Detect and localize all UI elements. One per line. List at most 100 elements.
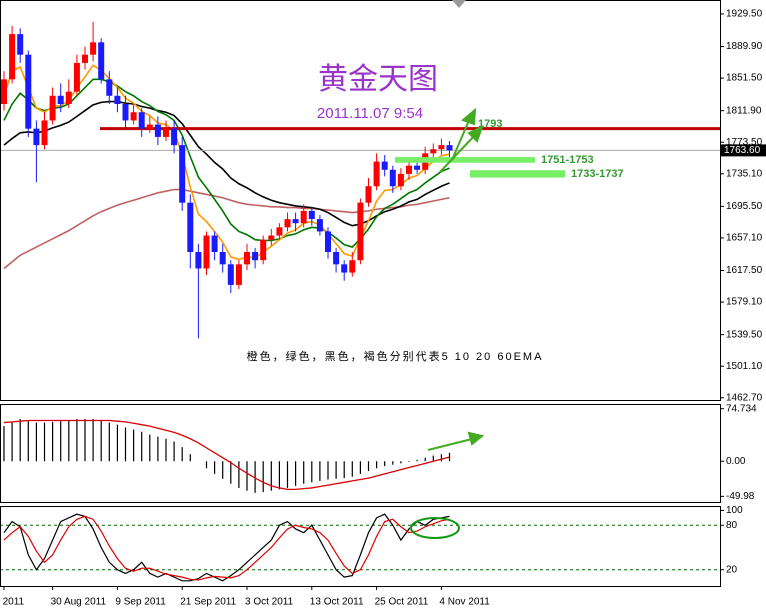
candle-body: [219, 252, 226, 265]
candle-body: [268, 235, 275, 240]
candle-body: [73, 62, 80, 92]
candle-body: [446, 145, 453, 151]
target-label: 1793: [478, 118, 502, 130]
candle-body: [260, 239, 267, 261]
macd-panel-frame: [0, 404, 721, 503]
x-tick-label: 4 Nov 2011: [439, 597, 490, 608]
candle-body: [122, 104, 129, 121]
candle-body: [211, 235, 218, 253]
x-tick-label: 13 Oct 2011: [310, 597, 364, 608]
candle-body: [300, 210, 307, 224]
candle-body: [49, 95, 56, 121]
candle-body: [244, 252, 250, 265]
x-tick-label: 21 Sep 2011: [180, 597, 236, 608]
y-tick-label: 1579.10: [726, 297, 763, 308]
candle-body: [357, 202, 364, 261]
y-tick-label: 1929.50: [726, 9, 763, 20]
signal-line: [3, 419, 450, 490]
x-tick-label: 3 Oct 2011: [245, 597, 294, 608]
candle-body: [9, 34, 16, 80]
candle-body: [179, 145, 186, 203]
candle-body: [284, 219, 291, 228]
candle-body: [17, 34, 24, 55]
chart-title: 黄金天图: [318, 63, 438, 96]
candle-body: [114, 95, 121, 105]
candle-body: [373, 161, 380, 187]
last-price-tag: [720, 144, 766, 157]
candle-body: [381, 161, 388, 170]
plot-layer: 1751-1753 1733-1737 1793: [0, 21, 720, 582]
shift-marker: [452, 0, 466, 8]
y-tick-label: 100: [726, 505, 743, 516]
candle-body: [57, 95, 64, 105]
arrow-head: [467, 431, 485, 446]
y-tick-label: 1889.90: [726, 41, 763, 52]
x-tick-label: 9 Sep 2011: [115, 597, 166, 608]
y-tick-label: 74.734: [726, 403, 757, 414]
candle-body: [397, 173, 404, 187]
support-zone: [470, 170, 565, 178]
ema-line: [3, 78, 450, 248]
highlight-ellipse: [410, 517, 460, 539]
candle-body: [276, 227, 283, 236]
candle-body: [389, 169, 396, 187]
candle-body: [187, 202, 194, 253]
arrow: [427, 438, 473, 451]
candle-body: [235, 264, 242, 285]
candle-body: [349, 260, 356, 273]
y-tick-label: 0.00: [726, 456, 746, 467]
candle-body: [154, 124, 161, 137]
candle-body: [333, 252, 340, 265]
candle-body: [98, 42, 105, 80]
candle-body: [33, 128, 40, 146]
main-panel-frame: [0, 0, 721, 401]
candle-body: [90, 42, 97, 55]
last-price-label: 1763.60: [724, 145, 761, 156]
y-tick-label: 20: [726, 564, 738, 575]
candle-body: [252, 252, 259, 261]
ema-note: 橙色，绿色，黑色，褐色分别代表5 10 20 60EMA: [247, 349, 544, 363]
candle-body: [316, 219, 323, 232]
candle-body: [195, 252, 202, 269]
candle-body: [430, 149, 437, 154]
candle-body: [341, 264, 348, 273]
y-tick-label: 1501.10: [726, 361, 763, 372]
x-tick-label: Aug 2011: [0, 597, 25, 608]
stoch-panel-frame: [0, 506, 721, 587]
candle-body: [171, 128, 178, 146]
oscillator-line: [3, 513, 450, 582]
candle-body: [65, 91, 72, 105]
candle-body: [106, 79, 113, 96]
arrow-head: [461, 107, 477, 126]
candle-body: [438, 145, 445, 150]
candle-body: [414, 165, 421, 170]
candle-body: [41, 120, 48, 146]
candle-body: [163, 128, 169, 137]
y-tick-label: -49.98: [726, 491, 755, 502]
candle-body: [227, 264, 234, 285]
x-tick-label: 25 Oct 2011: [375, 597, 429, 608]
candle-body: [325, 231, 331, 253]
y-tick-label: 1773.50: [726, 137, 763, 148]
zone-label: 1751-1753: [541, 154, 594, 166]
oscillator-line: [3, 515, 450, 581]
y-tick-label: 1657.10: [726, 233, 763, 244]
arrow-head: [467, 125, 484, 143]
candle-body: [406, 165, 412, 174]
y-tick-label: 1617.50: [726, 265, 763, 276]
y-tick-label: 1851.50: [726, 73, 763, 84]
candle-body: [1, 79, 7, 105]
candle-body: [203, 235, 210, 269]
y-tick-label: 1811.90: [726, 105, 762, 116]
candle-body: [365, 186, 372, 203]
ema-line: [3, 188, 450, 270]
support-zone: [395, 157, 535, 163]
candle-body: [138, 112, 145, 129]
candle-body: [130, 112, 137, 121]
candle-body: [82, 54, 88, 63]
chart-subtitle: 2011.11.07 9:54: [317, 105, 423, 122]
y-tick-label: 1735.10: [726, 168, 763, 179]
zone-label: 1733-1737: [571, 168, 624, 180]
